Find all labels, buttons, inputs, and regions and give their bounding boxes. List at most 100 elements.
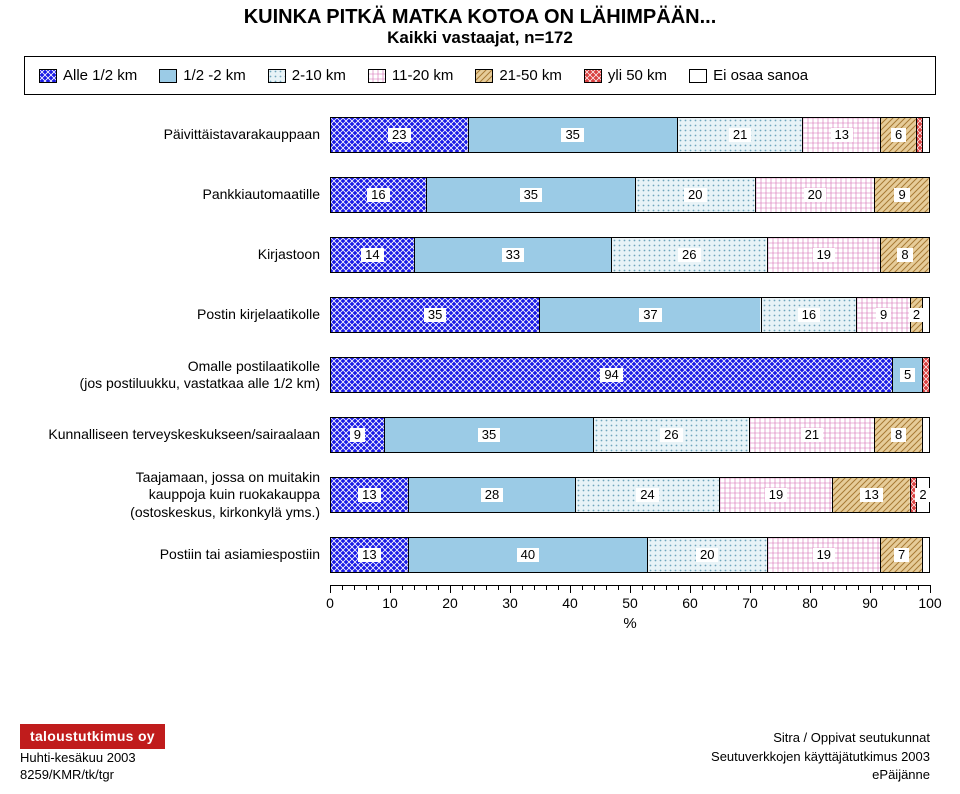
chart-row: Omalle postilaatikolle(jos postiluukku, …	[30, 345, 930, 405]
bar-segment-21_50: 6	[881, 118, 917, 152]
bar-segment-21_50: 13	[833, 478, 911, 512]
row-label: Taajamaan, jossa on muitakinkauppoja kui…	[30, 469, 330, 522]
bar-segment-eos: 2	[917, 478, 929, 512]
bar-segment-12_2: 40	[409, 538, 648, 572]
segment-value: 19	[813, 248, 835, 262]
bar-segment-12_2: 37	[540, 298, 761, 332]
chart-area: Päivittäistavarakauppaan233521136Pankkia…	[30, 105, 930, 645]
bar-segment-12_2: 35	[427, 178, 636, 212]
bar-segment-alle12: 23	[331, 118, 469, 152]
chart-row: Postiin tai asiamiespostiin134020197	[30, 525, 930, 585]
legend-swatch	[39, 69, 57, 83]
bar-segment-12_2: 28	[409, 478, 576, 512]
row-label: Postiin tai asiamiespostiin	[30, 546, 330, 564]
chart-subtitle: Kaikki vastaajat, n=172	[0, 28, 960, 48]
axis-title: %	[623, 615, 636, 632]
chart-title: KUINKA PITKÄ MATKA KOTOA ON LÄHIMPÄÄN...	[0, 6, 960, 28]
segment-value: 6	[891, 128, 906, 142]
bar-segment-yli50	[923, 358, 929, 392]
bar-segment-alle12: 13	[331, 538, 409, 572]
axis-tick-label: 100	[918, 595, 941, 611]
segment-value: 26	[660, 428, 682, 442]
segment-value: 23	[388, 128, 410, 142]
bar: 23 35 21 13 6	[330, 117, 930, 153]
legend-item: 21-50 km	[475, 67, 562, 84]
chart-row: Postin kirjelaatikolle35371692	[30, 285, 930, 345]
bar: 143326198	[330, 237, 930, 273]
bar-segment-11_20: 19	[768, 238, 882, 272]
segment-value: 16	[367, 188, 389, 202]
bar-segment-12_2: 35	[385, 418, 594, 452]
segment-value: 13	[831, 128, 853, 142]
bar-segment-21_50: 8	[875, 418, 923, 452]
chart-row: Taajamaan, jossa on muitakinkauppoja kui…	[30, 465, 930, 525]
segment-value: 16	[798, 308, 820, 322]
legend-swatch	[368, 69, 386, 83]
legend-label: 21-50 km	[499, 67, 562, 84]
bar-segment-alle12: 9	[331, 418, 385, 452]
bar-segment-12_2: 5	[893, 358, 923, 392]
bar-segment-2_10: 26	[594, 418, 749, 452]
legend: Alle 1/2 km1/2 -2 km2-10 km11-20 km21-50…	[24, 56, 936, 95]
bar-segment-eos	[923, 118, 929, 152]
segment-value: 9	[876, 308, 891, 322]
bar-segment-12_2: 35	[469, 118, 678, 152]
axis-tick-label: 50	[622, 595, 638, 611]
segment-value: 8	[897, 248, 912, 262]
segment-value: 35	[478, 428, 500, 442]
bar-segment-2_10: 20	[636, 178, 756, 212]
segment-value: 8	[891, 428, 906, 442]
legend-item: 2-10 km	[268, 67, 346, 84]
bar: 163520209	[330, 177, 930, 213]
bar-segment-21_50: 7	[881, 538, 923, 572]
axis-tick-label: 10	[382, 595, 398, 611]
legend-label: 2-10 km	[292, 67, 346, 84]
legend-label: Ei osaa sanoa	[713, 67, 808, 84]
segment-value: 7	[894, 548, 909, 562]
segment-value: 20	[804, 188, 826, 202]
segment-value: 24	[636, 488, 658, 502]
legend-item: Ei osaa sanoa	[689, 67, 808, 84]
bar: 13 28 24 19 13 2	[330, 477, 930, 513]
segment-value: 40	[517, 548, 539, 562]
segment-value: 19	[813, 548, 835, 562]
axis-tick-label: 30	[502, 595, 518, 611]
segment-value: 21	[801, 428, 823, 442]
bar: 9 35 26 21 8	[330, 417, 930, 453]
bar-segment-alle12: 13	[331, 478, 409, 512]
row-label: Omalle postilaatikolle(jos postiluukku, …	[30, 358, 330, 393]
segment-value: 5	[900, 368, 915, 382]
footer-right-line3: ePäijänne	[872, 767, 930, 782]
bar-segment-11_20: 19	[720, 478, 834, 512]
bar: 35371692	[330, 297, 930, 333]
axis-tick-label: 90	[862, 595, 878, 611]
bar: 134020197	[330, 537, 930, 573]
chart-row: Päivittäistavarakauppaan233521136	[30, 105, 930, 165]
segment-value: 35	[424, 308, 446, 322]
bar-segment-11_20: 13	[803, 118, 881, 152]
chart-row: Pankkiautomaatille163520209	[30, 165, 930, 225]
legend-swatch	[689, 69, 707, 83]
bar-segment-11_20: 20	[756, 178, 876, 212]
chart-row: Kunnalliseen terveyskeskukseen/sairaalaa…	[30, 405, 930, 465]
footer-left-line1: Huhti-kesäkuu 2003	[20, 750, 136, 765]
legend-label: yli 50 km	[608, 67, 667, 84]
segment-value: 13	[860, 488, 882, 502]
legend-swatch	[268, 69, 286, 83]
segment-value: 2	[915, 488, 930, 502]
bar-segment-2_10: 21	[678, 118, 804, 152]
row-label: Kirjastoon	[30, 246, 330, 264]
bar-segment-alle12: 16	[331, 178, 427, 212]
bar-segment-21_50: 8	[881, 238, 929, 272]
bar-segment-11_20: 9	[857, 298, 911, 332]
axis-tick-label: 60	[682, 595, 698, 611]
legend-label: Alle 1/2 km	[63, 67, 137, 84]
segment-value: 13	[358, 548, 380, 562]
legend-item: yli 50 km	[584, 67, 667, 84]
segment-value: 35	[561, 128, 583, 142]
bar-segment-alle12: 14	[331, 238, 415, 272]
segment-value: 13	[358, 488, 380, 502]
legend-swatch	[584, 69, 602, 83]
bar-segment-11_20: 21	[750, 418, 876, 452]
bar-segment-eos	[923, 418, 929, 452]
